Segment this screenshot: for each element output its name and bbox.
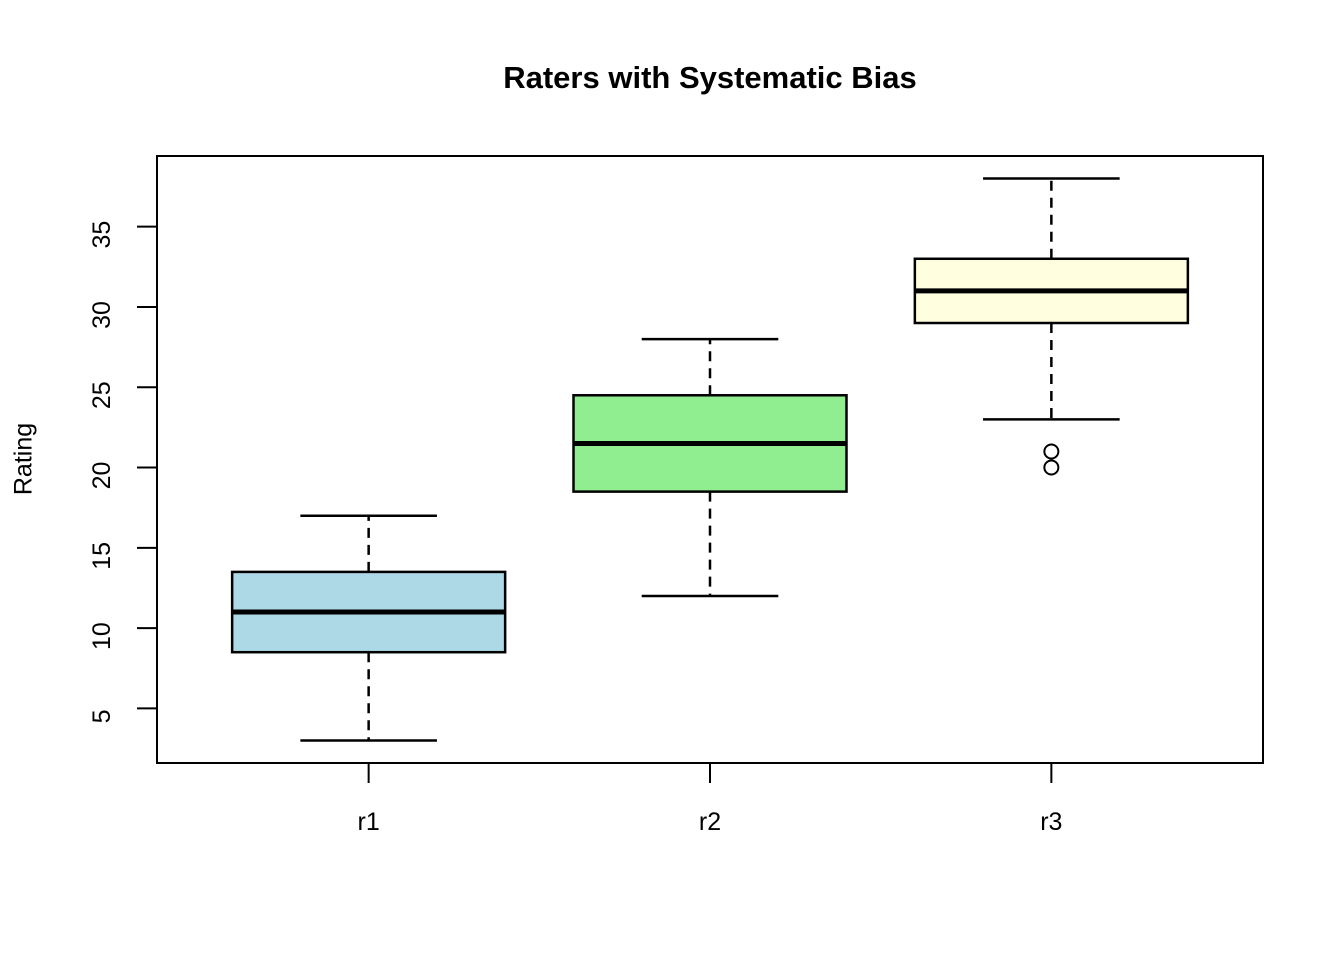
y-tick-label-20: 20 [88, 462, 116, 490]
y-tick-label-35: 35 [88, 221, 116, 249]
y-tick-label-30: 30 [88, 301, 116, 329]
y-tick-label-15: 15 [88, 542, 116, 570]
y-tick-label-5: 5 [88, 709, 116, 723]
y-tick-label-10: 10 [88, 622, 116, 650]
x-category-label-r1: r1 [358, 808, 380, 836]
chart-title: Raters with Systematic Bias [503, 60, 917, 95]
x-category-label-r3: r3 [1040, 808, 1062, 836]
y-tick-label-25: 25 [88, 381, 116, 409]
x-category-label-r2: r2 [699, 808, 721, 836]
outlier-point-r3-1 [1043, 459, 1060, 476]
outlier-point-r3-0 [1043, 443, 1060, 460]
